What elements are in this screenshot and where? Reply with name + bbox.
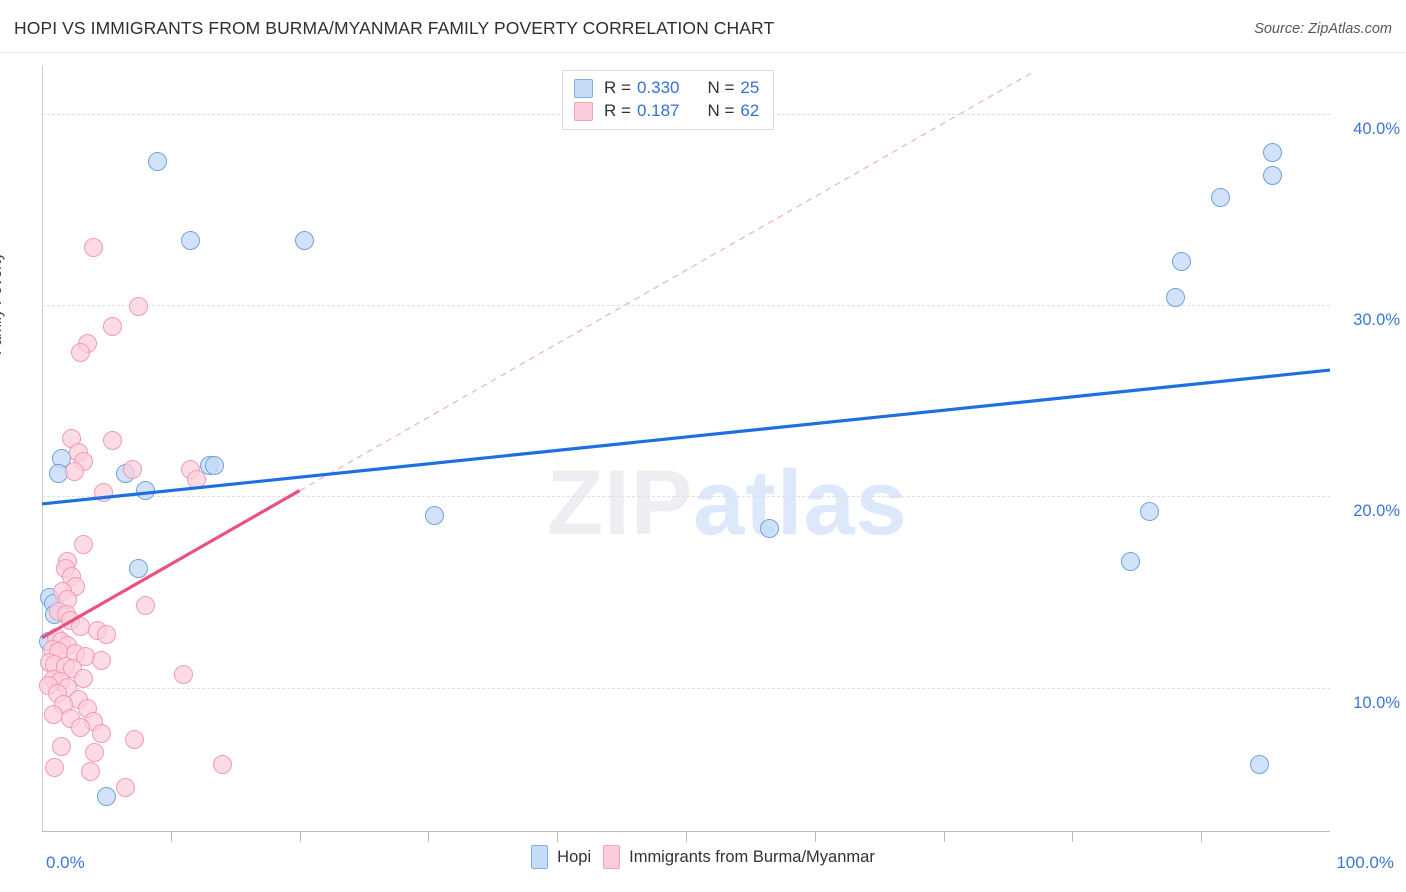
page-title: HOPI VS IMMIGRANTS FROM BURMA/MYANMAR FA…	[14, 18, 775, 38]
data-point[interactable]	[122, 460, 142, 480]
legend-swatch-hopi	[574, 78, 593, 98]
n-value-hopi: 25	[740, 78, 760, 97]
y-axis-title: Family Poverty	[0, 252, 5, 356]
data-point[interactable]	[96, 624, 116, 644]
trend-line	[41, 489, 301, 640]
x-tick-30	[428, 831, 430, 842]
data-point[interactable]	[64, 461, 84, 481]
data-point[interactable]	[129, 559, 149, 579]
data-point[interactable]	[425, 505, 445, 525]
data-point[interactable]	[295, 230, 315, 250]
source-label: Source: ZipAtlas.com	[1254, 21, 1392, 37]
data-point[interactable]	[91, 723, 111, 743]
x-tick-70	[943, 831, 945, 842]
data-point[interactable]	[51, 737, 71, 757]
data-point[interactable]	[125, 729, 145, 749]
data-point[interactable]	[205, 456, 225, 476]
y-tick-label-40: 40.0%	[1353, 119, 1400, 138]
x-axis-line	[42, 831, 1330, 832]
r-label-burma: R =	[604, 101, 631, 120]
stats-row-burma: R = 0.187 N = 62	[574, 101, 759, 121]
x-tick-90	[1201, 831, 1203, 842]
data-point[interactable]	[1262, 142, 1282, 162]
data-point[interactable]	[174, 664, 194, 684]
gridline-30	[42, 305, 1330, 307]
n-value-burma: 62	[740, 101, 760, 120]
y-tick-label-20: 20.0%	[1353, 502, 1400, 521]
data-point[interactable]	[1165, 287, 1185, 307]
data-point[interactable]	[91, 651, 111, 671]
data-point[interactable]	[73, 534, 93, 554]
y-tick-label-30: 30.0%	[1353, 311, 1400, 330]
data-point[interactable]	[1140, 502, 1160, 522]
data-point[interactable]	[45, 758, 65, 778]
data-point[interactable]	[73, 668, 93, 688]
legend-color-burma	[603, 845, 621, 869]
r-label-hopi: R =	[604, 78, 631, 97]
y-axis-line	[42, 66, 43, 831]
data-point[interactable]	[96, 787, 116, 807]
n-label-hopi: N =	[707, 78, 735, 97]
trend-lines	[41, 71, 1331, 640]
x-tick-60	[814, 831, 816, 842]
data-point[interactable]	[180, 230, 200, 250]
data-point[interactable]	[81, 762, 101, 782]
data-point[interactable]	[212, 754, 232, 774]
data-point[interactable]	[129, 297, 149, 317]
data-point[interactable]	[1262, 165, 1282, 185]
plot-area: ZIPatlas	[38, 66, 1331, 831]
stats-legend: R = 0.330 N = 25 R = 0.187 N = 62	[562, 70, 775, 130]
r-value-burma: 0.187	[636, 101, 680, 120]
x-tick-10	[170, 831, 172, 842]
x-tick-50	[686, 831, 687, 842]
data-point[interactable]	[103, 431, 123, 451]
header-divider	[0, 52, 1406, 53]
data-point[interactable]	[135, 595, 155, 615]
data-point[interactable]	[1172, 251, 1192, 271]
data-point[interactable]	[1120, 551, 1140, 571]
data-point[interactable]	[84, 238, 104, 258]
y-tick-label-10: 10.0%	[1353, 693, 1400, 712]
series-legend: Hopi Immigrants from Burma/Myanmar	[0, 845, 1406, 869]
data-point[interactable]	[1211, 188, 1231, 208]
data-point[interactable]	[148, 152, 168, 172]
legend-label-hopi: Hopi	[557, 847, 592, 866]
data-point[interactable]	[85, 743, 105, 763]
x-axis-min-label: 0.0%	[46, 853, 85, 872]
data-point[interactable]	[71, 718, 91, 738]
stats-row-hopi: R = 0.330 N = 25	[574, 78, 759, 98]
data-point[interactable]	[103, 316, 123, 336]
trend-line	[41, 368, 1331, 506]
data-point[interactable]	[71, 343, 91, 363]
data-point[interactable]	[1249, 754, 1269, 774]
legend-item-burma[interactable]: Immigrants from Burma/Myanmar	[603, 845, 875, 869]
legend-label-burma: Immigrants from Burma/Myanmar	[629, 847, 875, 866]
r-value-hopi: 0.330	[636, 78, 680, 97]
legend-color-hopi	[531, 845, 549, 869]
gridline-10	[42, 687, 1330, 689]
x-tick-20	[299, 831, 301, 842]
legend-item-hopi[interactable]: Hopi	[531, 845, 591, 869]
data-point[interactable]	[116, 777, 136, 797]
n-label-burma: N =	[707, 101, 735, 120]
x-axis-max-label: 100.0%	[1336, 853, 1394, 872]
gridline-20	[42, 496, 1330, 498]
legend-swatch-burma	[574, 101, 593, 121]
data-point[interactable]	[760, 519, 780, 539]
x-tick-80	[1072, 831, 1074, 842]
x-tick-40	[557, 831, 559, 842]
